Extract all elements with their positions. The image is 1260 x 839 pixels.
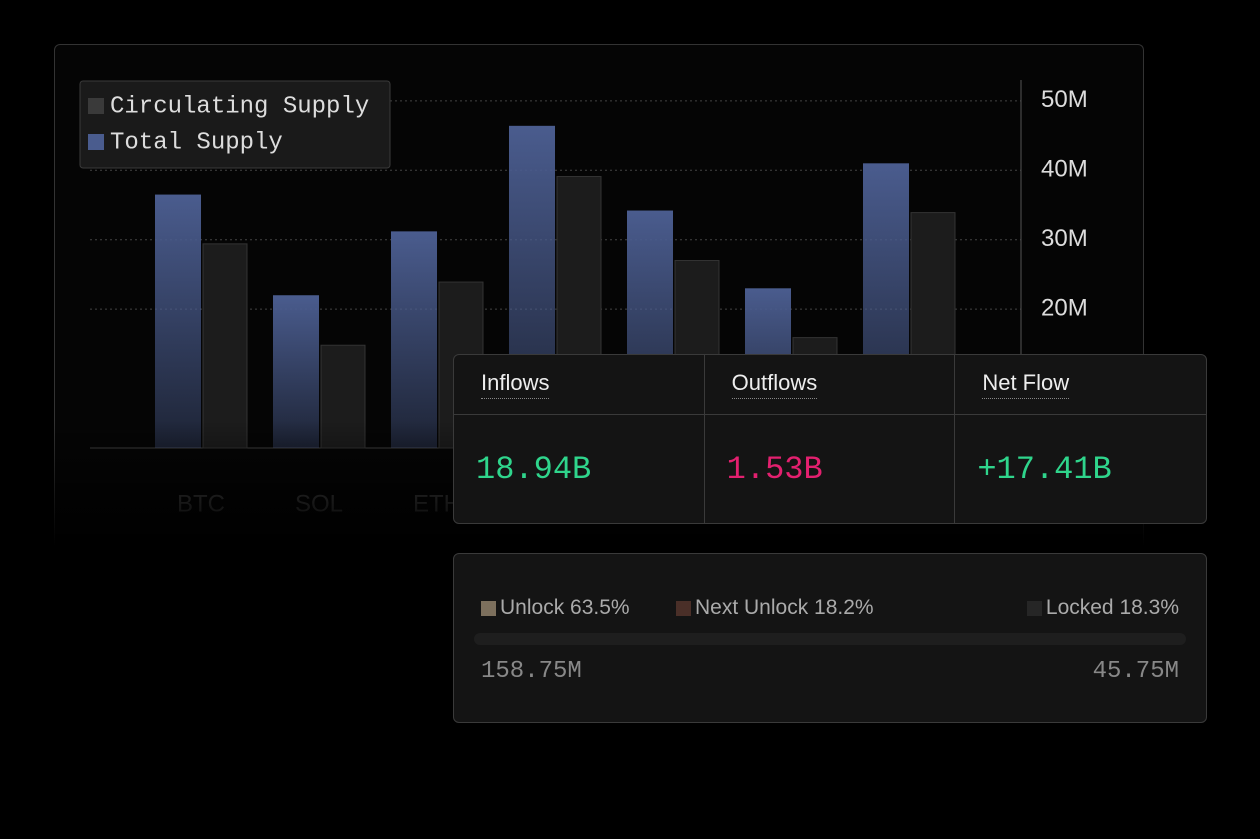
legend-swatch: [88, 134, 104, 150]
supply-track: [474, 633, 1186, 645]
legend-box: [79, 80, 391, 169]
flow-value: +17.41B: [977, 450, 1112, 488]
supply-right-value: 45.75M: [1092, 658, 1179, 685]
flow-header-label: Net Flow: [982, 370, 1070, 399]
flow-header: Inflows: [454, 355, 705, 415]
y-tick-label: 40M: [1041, 156, 1088, 183]
flow-header-label: Inflows: [481, 370, 550, 399]
supply-legend: Locked 18.3%: [1026, 596, 1179, 620]
bar: [273, 295, 319, 448]
bar: [155, 194, 201, 448]
supply-legend: Unlock 63.5%: [481, 596, 630, 620]
supply-legend-label: Locked 18.3%: [1045, 596, 1179, 619]
flow-header: Outflows: [704, 355, 956, 415]
bar: [202, 243, 248, 449]
x-tick-label: SOL: [295, 490, 343, 517]
supply-legend-label: Unlock 63.5%: [500, 596, 630, 619]
supply-swatch: [1026, 600, 1042, 616]
flow-value: 1.53B: [705, 415, 956, 523]
legend-swatch: [88, 98, 104, 114]
y-tick-label: 20M: [1041, 294, 1088, 321]
supply-card: 158.75M 45.75M Unlock 63.5% Next Unlock 1…: [453, 553, 1207, 723]
legend-label: Circulating Supply: [110, 93, 369, 120]
supply-left-value: 158.75M: [481, 658, 582, 685]
supply-legend-label: Next Unlock 18.2%: [695, 596, 874, 619]
y-tick-label: 30M: [1041, 225, 1088, 252]
y-tick-label: 50M: [1041, 86, 1088, 113]
supply-swatch: [481, 600, 496, 616]
supply-swatch: [676, 600, 691, 616]
legend-label: Total Supply: [110, 129, 283, 156]
flow-header-label: Outflows: [731, 370, 818, 399]
x-tick-label: BTC: [177, 490, 225, 517]
flow-header: Net Flow: [955, 355, 1206, 415]
supply-legend: Next Unlock 18.2%: [676, 596, 874, 620]
bar: [320, 344, 366, 449]
bar: [391, 231, 437, 448]
flow-value: 18.94B: [454, 415, 705, 523]
flows-card: Inflows Outflows Net Flow 18.94B 1.53B +17.41…: [453, 354, 1207, 524]
